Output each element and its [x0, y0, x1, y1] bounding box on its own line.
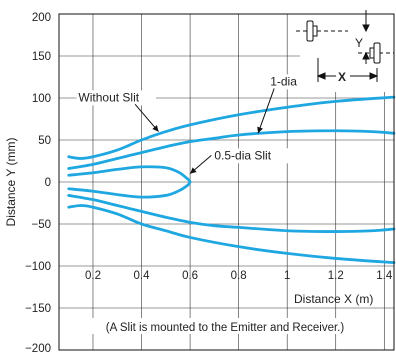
y-tick-label-8: −200 [25, 343, 51, 355]
annotation-arrowhead-0 [152, 125, 159, 132]
annotation-arrowhead-2 [190, 167, 197, 174]
series-line-3 [67, 194, 396, 233]
axis-ticks: 0.2 0.4 0.6 0.8 1 1.2 1.4 200 150 100 50 0 −50 −100 −1… [25, 12, 393, 355]
series-line-2 [67, 129, 396, 170]
x-tick-label-1: 0.4 [134, 270, 151, 282]
y-tick-label-5: −50 [31, 219, 51, 231]
inset-x-label: X [338, 70, 346, 84]
x-tick-label-3: 0.8 [231, 270, 247, 282]
annotation-leader-1 [257, 88, 275, 134]
annotation-label-2: 0.5-dia Slit [214, 148, 271, 162]
x-tick-label-2: 0.6 [182, 270, 198, 282]
inset-y-label: Y [355, 36, 363, 50]
slit-note: (A Slit is mounted to the Emitter and Re… [106, 322, 345, 334]
chart-curves [67, 95, 396, 265]
annotation-arrowhead-1 [257, 126, 263, 134]
y-tick-label-1: 150 [32, 51, 51, 63]
x-tick-label-6: 1.4 [376, 270, 393, 282]
y-tick-label-7: −150 [25, 303, 51, 315]
x-tick-label-4: 1 [284, 270, 290, 282]
plot-frame [58, 13, 395, 351]
series-line-4 [67, 165, 192, 199]
y-tick-label-4: 0 [45, 177, 51, 189]
y-tick-label-6: −100 [25, 261, 51, 273]
x-tick-label-0: 0.2 [85, 270, 101, 282]
series-line-0 [67, 95, 396, 160]
receiver-icon [373, 42, 381, 64]
annotation-bg-2 [212, 148, 292, 164]
x-tick-label-5: 1.2 [328, 270, 344, 282]
y-tick-label-3: 50 [38, 135, 51, 147]
emitter-icon [306, 20, 314, 42]
y-tick-label-2: 100 [32, 93, 51, 105]
y-axis-label: Distance Y (mm) [4, 138, 18, 227]
annotation-bg-0 [76, 90, 157, 106]
series-line-1 [67, 204, 396, 265]
x-axis-label: Distance X (m) [294, 292, 373, 306]
annotation-label-0: Without Slit [78, 90, 139, 104]
y-tick-label-0: 200 [32, 12, 51, 24]
